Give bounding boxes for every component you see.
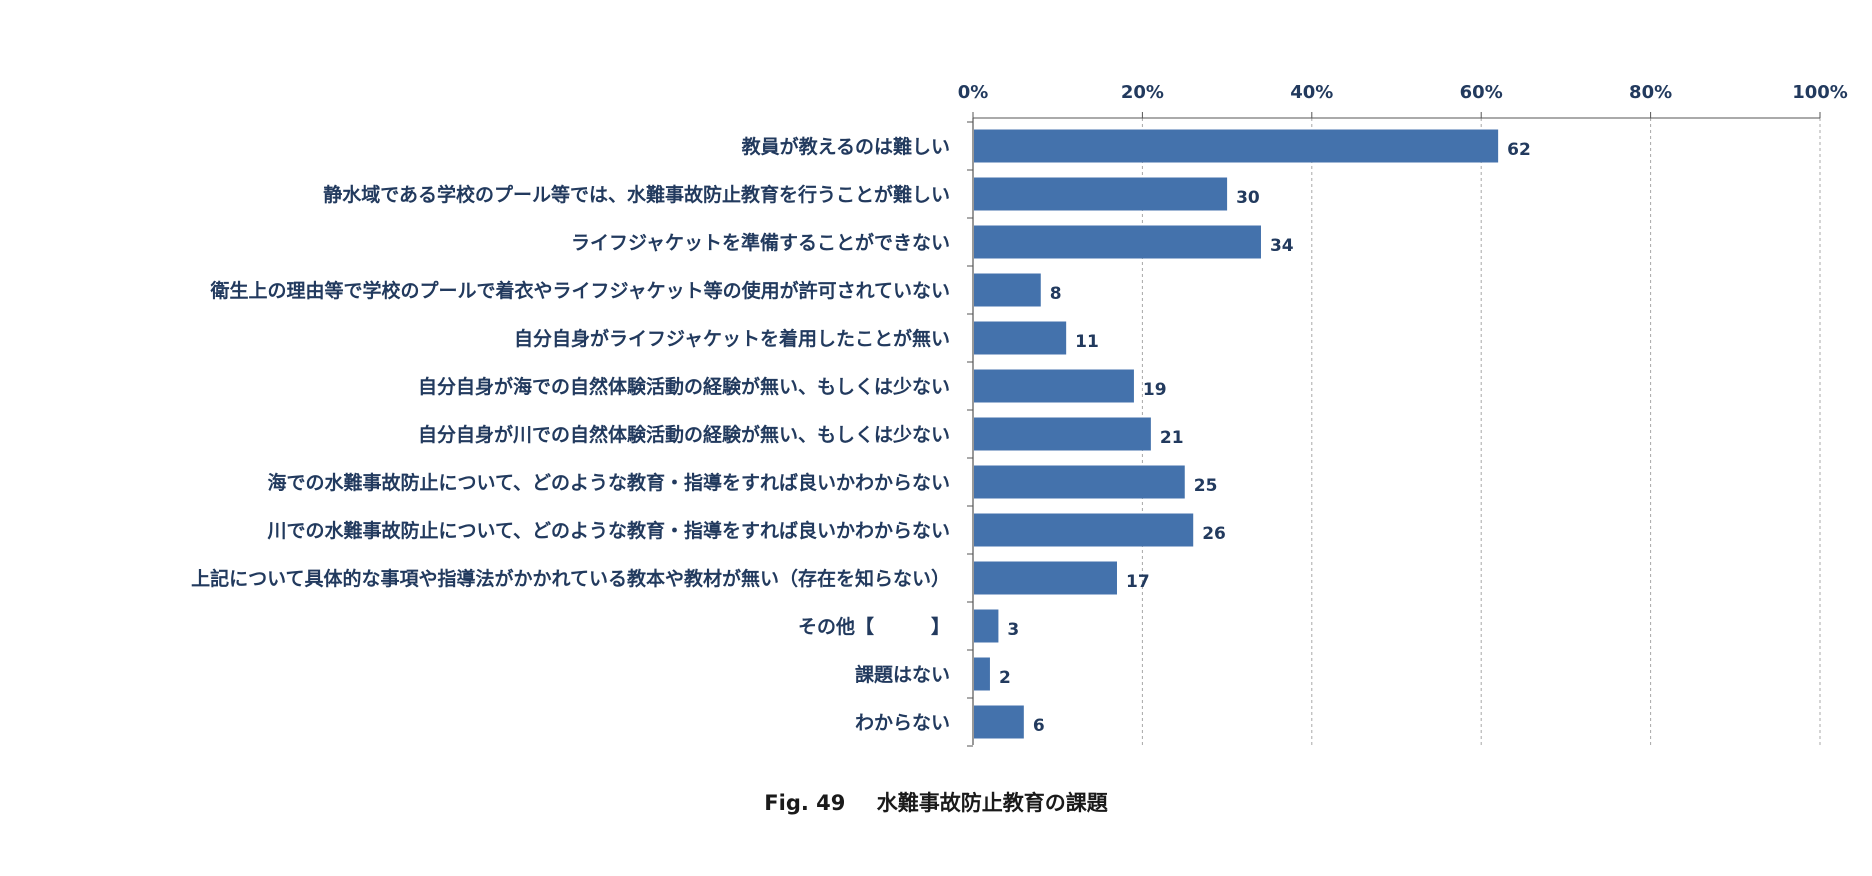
bar-5 bbox=[974, 369, 1134, 403]
value-label-8: 26 bbox=[1202, 524, 1226, 544]
value-label-3: 8 bbox=[1050, 284, 1062, 304]
bar-12 bbox=[974, 705, 1024, 739]
category-label-0: 教員が教えるのは難しい bbox=[742, 135, 950, 158]
bar-9 bbox=[974, 561, 1117, 595]
value-label-6: 21 bbox=[1160, 428, 1184, 448]
category-label-1: 静水域である学校のプール等では、水難事故防止教育を行うことが難しい bbox=[323, 183, 950, 206]
figure-caption: Fig. 49 水難事故防止教育の課題 bbox=[764, 791, 1108, 815]
x-tick-labels: 0% 20% 40% 60% 80% 100% bbox=[958, 82, 1848, 103]
x-tick-label-100: 100% bbox=[1792, 82, 1848, 103]
category-label-7: 海での水難事故防止について、どのような教育・指導をすれば良いかわからない bbox=[268, 471, 950, 494]
bar-7 bbox=[974, 465, 1185, 499]
category-labels: 教員が教えるのは難しい静水域である学校のプール等では、水難事故防止教育を行うこと… bbox=[191, 135, 950, 734]
category-label-6: 自分自身が川での自然体験活動の経験が無い、もしくは少ない bbox=[418, 423, 950, 446]
bar-4 bbox=[974, 321, 1067, 355]
category-label-5: 自分自身が海での自然体験活動の経験が無い、もしくは少ない bbox=[418, 375, 950, 398]
value-label-5: 19 bbox=[1143, 380, 1167, 400]
figure-number: Fig. 49 bbox=[764, 791, 845, 815]
bar-11 bbox=[974, 657, 990, 691]
figure-title: 水難事故防止教育の課題 bbox=[877, 791, 1109, 815]
x-tick-label-40: 40% bbox=[1290, 82, 1333, 103]
x-tick-label-20: 20% bbox=[1121, 82, 1164, 103]
value-label-12: 6 bbox=[1033, 716, 1045, 736]
value-label-1: 30 bbox=[1236, 188, 1260, 208]
category-label-8: 川での水難事故防止について、どのような教育・指導をすれば良いかわからない bbox=[267, 519, 950, 542]
x-tick-label-0: 0% bbox=[958, 82, 989, 103]
value-label-2: 34 bbox=[1270, 236, 1294, 256]
category-label-12: わからない bbox=[855, 712, 950, 734]
category-label-10: その他【 】 bbox=[798, 615, 950, 638]
bar-8 bbox=[974, 513, 1194, 547]
bar-1 bbox=[974, 177, 1228, 211]
value-label-10: 3 bbox=[1007, 620, 1019, 640]
value-label-4: 11 bbox=[1075, 332, 1099, 352]
x-tick-label-60: 60% bbox=[1460, 82, 1503, 103]
bar-3 bbox=[974, 273, 1041, 307]
bar-6 bbox=[974, 417, 1151, 451]
axes bbox=[967, 112, 1821, 747]
category-label-4: 自分自身がライフジャケットを着用したことが無い bbox=[514, 327, 950, 350]
bars bbox=[974, 129, 1499, 739]
x-tick-label-80: 80% bbox=[1629, 82, 1672, 103]
category-label-3: 衛生上の理由等で学校のプールで着衣やライフジャケット等の使用が許可されていない bbox=[210, 279, 950, 302]
gridlines bbox=[1141, 118, 1821, 745]
bar-2 bbox=[974, 225, 1261, 259]
value-label-11: 2 bbox=[999, 668, 1011, 688]
category-label-2: ライフジャケットを準備することができない bbox=[571, 231, 950, 254]
category-label-11: 課題はない bbox=[855, 663, 950, 686]
bar-10 bbox=[974, 609, 999, 643]
bar-0 bbox=[974, 129, 1499, 163]
category-label-9: 上記について具体的な事項や指導法がかかれている教本や教材が無い（存在を知らない） bbox=[191, 567, 950, 590]
value-label-0: 62 bbox=[1507, 140, 1531, 160]
value-label-7: 25 bbox=[1194, 476, 1218, 496]
value-label-9: 17 bbox=[1126, 572, 1150, 592]
